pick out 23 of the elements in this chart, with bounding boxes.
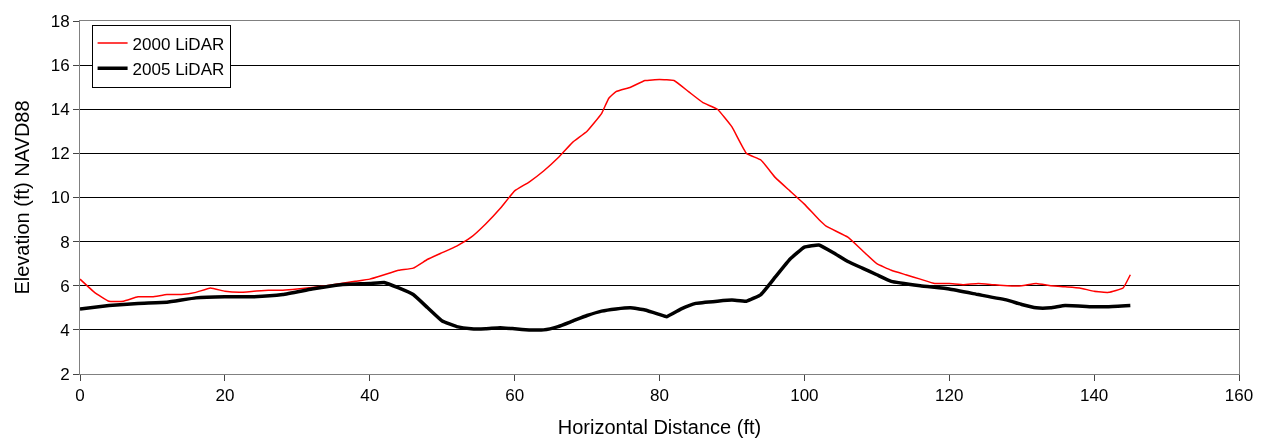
y-axis-title: Elevation (ft) NAVD88 bbox=[11, 100, 34, 295]
y-tick-label: 16 bbox=[50, 56, 70, 76]
x-tick-label: 120 bbox=[935, 386, 964, 406]
x-tick-label: 100 bbox=[790, 386, 819, 406]
x-tick-label: 60 bbox=[505, 386, 525, 406]
legend-label: 2005 LiDAR bbox=[132, 59, 225, 79]
y-tick-label: 14 bbox=[50, 100, 70, 120]
y-tick-label: 18 bbox=[50, 11, 70, 31]
y-tick-label: 12 bbox=[50, 144, 70, 164]
x-tick-label: 20 bbox=[215, 386, 235, 406]
y-tick-label: 10 bbox=[50, 188, 70, 208]
x-tick-label: 40 bbox=[360, 386, 380, 406]
y-tick-label: 2 bbox=[60, 364, 70, 384]
x-tick-label: 160 bbox=[1224, 386, 1254, 406]
y-tick-label: 6 bbox=[60, 276, 70, 296]
y-tick-label: 8 bbox=[60, 232, 70, 252]
y-tick-label: 4 bbox=[60, 320, 70, 340]
x-axis-title: Horizontal Distance (ft) bbox=[557, 415, 762, 438]
line-series bbox=[80, 78, 1132, 303]
x-tick-label: 140 bbox=[1079, 386, 1109, 406]
x-tick-label: 0 bbox=[75, 386, 85, 406]
x-tick-label: 80 bbox=[650, 386, 669, 406]
legend-label: 2000 LiDAR bbox=[132, 34, 225, 54]
